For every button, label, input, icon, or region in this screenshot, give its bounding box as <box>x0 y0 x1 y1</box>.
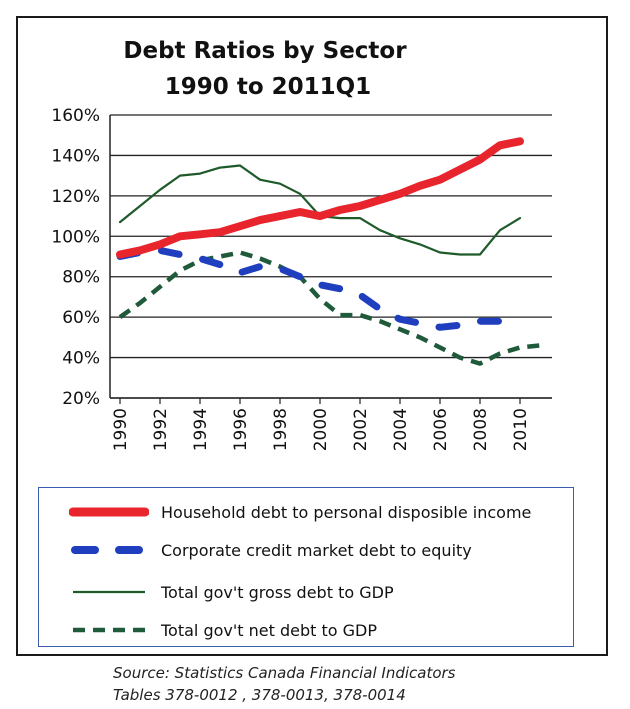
legend-entry-corporate: Corporate credit market debt to equity <box>69 538 472 562</box>
x-tick-label: 1996 <box>231 408 251 451</box>
y-tick-label: 120% <box>51 187 100 207</box>
x-tick-label: 1990 <box>111 408 131 451</box>
series-line-3 <box>118 250 541 366</box>
source-note: Source: Statistics Canada Financial Indi… <box>113 662 456 706</box>
series-line-2 <box>118 164 522 256</box>
series-line-0 <box>116 137 524 259</box>
y-tick-label: 160% <box>51 106 100 126</box>
legend-label-corporate: Corporate credit market debt to equity <box>161 540 472 560</box>
series-lines <box>116 137 541 366</box>
series-line-1 <box>116 246 524 331</box>
x-tick-label: 2000 <box>311 408 331 451</box>
legend-label-net-debt: Total gov't net debt to GDP <box>161 620 377 640</box>
gridlines <box>109 114 552 399</box>
y-axis-ticks: 20% 40% 60% 80% 100% 120% 140% 160% <box>51 106 100 409</box>
legend-label-household: Household debt to personal disposible in… <box>161 502 532 522</box>
legend-swatch-household <box>69 507 149 517</box>
x-tick-label: 1992 <box>151 408 171 451</box>
x-tick-label: 2002 <box>351 408 371 451</box>
legend: Household debt to personal disposible in… <box>38 487 574 647</box>
y-tick-label: 60% <box>62 308 100 328</box>
legend-label-gross-debt: Total gov't gross debt to GDP <box>161 582 394 602</box>
x-tick-label: 1994 <box>191 408 211 451</box>
y-tick-label: 140% <box>51 146 100 166</box>
chart-title-line-2: 1990 to 2011Q1 <box>165 74 371 100</box>
y-tick-label: 40% <box>62 349 100 369</box>
legend-entry-net-debt: Total gov't net debt to GDP <box>69 618 377 642</box>
legend-swatch-gross-debt <box>73 590 145 594</box>
legend-swatch-corporate <box>71 546 149 554</box>
source-line-2: Tables 378-0012 , 378-0013, 378-0014 <box>113 686 406 704</box>
chart-title-line-1: Debt Ratios by Sector <box>123 38 407 64</box>
legend-entry-household: Household debt to personal disposible in… <box>69 500 531 524</box>
x-tick-label: 1998 <box>271 408 291 451</box>
legend-swatch-net-debt <box>73 627 145 633</box>
x-tick-label: 2006 <box>431 408 451 451</box>
x-tick-label: 2008 <box>471 408 491 451</box>
x-tick-label: 2010 <box>511 408 531 451</box>
legend-entry-gross-debt: Total gov't gross debt to GDP <box>69 580 394 604</box>
y-tick-label: 100% <box>51 227 100 247</box>
source-line-1: Source: Statistics Canada Financial Indi… <box>113 664 456 682</box>
y-tick-label: 80% <box>62 268 100 288</box>
x-axis-ticks: 1990 1992 1994 1996 1998 2000 2002 2004 2006 2008… <box>111 398 531 451</box>
x-tick-label: 2004 <box>391 408 411 451</box>
y-tick-label: 20% <box>62 389 100 409</box>
